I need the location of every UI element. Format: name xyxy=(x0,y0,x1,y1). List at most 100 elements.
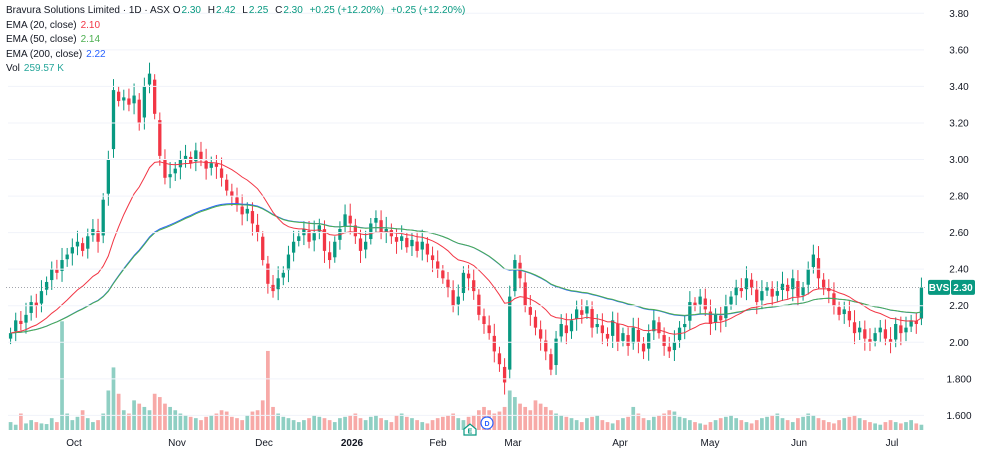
x-tick-label: Oct xyxy=(66,438,82,449)
volume-bar xyxy=(255,410,260,430)
indicator-volume[interactable]: Vol 259.57 K xyxy=(6,62,469,77)
indicator-ema20[interactable]: EMA (20, close) 2.10 xyxy=(6,19,469,34)
candle xyxy=(456,284,460,316)
candle xyxy=(147,62,152,94)
candle xyxy=(261,231,265,266)
candle xyxy=(286,245,291,283)
y-tick-label: 3.00 xyxy=(949,155,969,166)
volume-bar xyxy=(698,423,702,430)
volume-bar xyxy=(116,393,121,430)
candle xyxy=(65,247,69,267)
volume-bar xyxy=(775,413,780,430)
volume-bar xyxy=(497,411,502,430)
candle xyxy=(703,288,707,316)
volume-bar xyxy=(621,418,625,430)
volume-bar xyxy=(538,403,543,430)
candle xyxy=(580,299,584,324)
volume-bar xyxy=(492,413,497,430)
volume-bar xyxy=(327,420,332,430)
volume-bar xyxy=(296,422,301,430)
change-value: +0.25 (+12.20%) xyxy=(309,5,385,16)
volume-bar xyxy=(214,413,219,430)
volume-bar xyxy=(718,418,723,430)
candle xyxy=(621,327,625,347)
candle xyxy=(70,238,74,266)
indicator-ema50[interactable]: EMA (50, close) 2.14 xyxy=(6,33,469,48)
volume-bar xyxy=(363,420,368,430)
candle xyxy=(446,272,450,298)
candle xyxy=(899,316,903,346)
volume-bar xyxy=(235,418,239,430)
volume-bar xyxy=(70,420,75,430)
event-markers[interactable]: E D xyxy=(463,416,494,436)
candle xyxy=(508,285,512,379)
volume-bar xyxy=(477,410,481,430)
candle xyxy=(502,358,507,395)
time-axis[interactable]: Oct Nov Dec 2026 Feb Mar Apr May Jun Jul xyxy=(66,438,898,449)
candle xyxy=(616,312,620,352)
volume-bar xyxy=(636,413,641,430)
volume-bar xyxy=(554,413,558,430)
candle xyxy=(436,250,440,278)
volume-bar xyxy=(801,416,805,430)
volume-bar xyxy=(317,416,322,430)
x-tick-label: Jul xyxy=(886,438,899,449)
candle xyxy=(86,228,90,259)
candle xyxy=(827,279,831,304)
volume-bar xyxy=(193,418,198,430)
x-tick-label: Apr xyxy=(612,438,628,449)
candle xyxy=(538,320,543,351)
candle xyxy=(255,213,260,242)
volume-bar xyxy=(137,403,142,430)
volume-bar xyxy=(404,416,409,430)
candle xyxy=(24,302,28,334)
volume-bar xyxy=(204,416,208,430)
volume-bar xyxy=(579,422,584,430)
volume-bar xyxy=(178,413,183,430)
candle xyxy=(271,275,275,298)
candle xyxy=(168,162,172,189)
volume-bar xyxy=(410,418,414,430)
x-tick-label: Dec xyxy=(255,438,273,449)
volume-bar xyxy=(816,418,821,430)
candle xyxy=(765,281,769,297)
symbol-title[interactable]: Bravura Solutions Limited · 1D · ASX xyxy=(6,5,170,16)
volume-bar xyxy=(420,422,425,430)
x-tick-label: May xyxy=(701,438,720,449)
volume-bar xyxy=(780,418,785,430)
volume-bar xyxy=(888,420,893,430)
candle xyxy=(338,221,342,250)
volume-bar xyxy=(39,423,44,430)
candle xyxy=(791,269,795,302)
ema200-label: EMA (200, close) xyxy=(6,48,83,60)
symbol-header[interactable]: Bravura Solutions Limited · 1D · ASX O2.… xyxy=(6,4,469,19)
volume-bar xyxy=(590,416,594,430)
volume-bar xyxy=(919,424,924,430)
volume-bar xyxy=(399,413,404,430)
candle xyxy=(585,300,589,319)
indicator-ema200[interactable]: EMA (200, close) 2.22 xyxy=(6,48,469,63)
volume-bar xyxy=(657,415,661,430)
candle xyxy=(719,306,723,333)
candle xyxy=(801,281,805,301)
candle xyxy=(909,314,913,333)
candle xyxy=(734,279,738,306)
price-axis[interactable]: 3.80 3.60 3.40 3.20 3.00 2.80 2.60 2.40 2.20 2.00… xyxy=(8,9,972,422)
candle xyxy=(796,270,800,306)
candle xyxy=(662,327,666,356)
candle xyxy=(749,273,754,296)
volume-bar xyxy=(528,410,533,430)
open-value: 2.30 xyxy=(181,5,201,16)
volume-bar xyxy=(199,420,203,430)
candle xyxy=(250,202,255,236)
ema20-line xyxy=(10,161,922,335)
earnings-marker-icon[interactable]: E xyxy=(463,423,477,436)
dividend-marker-icon[interactable]: D xyxy=(480,416,494,430)
volume-bar xyxy=(641,418,646,430)
ema20-value: 2.10 xyxy=(80,19,101,31)
svg-text:D: D xyxy=(484,421,489,428)
candle xyxy=(847,301,852,327)
volume-bar xyxy=(893,422,898,430)
